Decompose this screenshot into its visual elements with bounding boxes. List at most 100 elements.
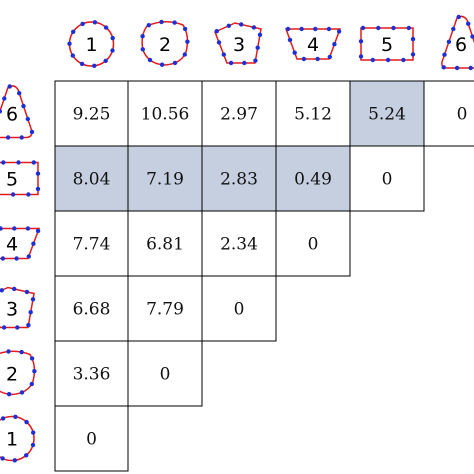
sample-point: [172, 60, 178, 66]
sample-point: [71, 29, 76, 34]
sample-point: [332, 42, 337, 47]
circle-shape-outline: [0, 415, 35, 462]
sample-point: [35, 228, 41, 234]
row-header-3: 3: [0, 286, 36, 330]
sample-point: [0, 109, 3, 114]
matrix-cell: 0: [127, 340, 203, 407]
matrix-cell: 0: [201, 275, 277, 342]
sample-point: [79, 61, 85, 67]
sample-point: [30, 442, 36, 448]
matrix-cell: 6.81: [127, 210, 203, 277]
cell-value: 5.12: [294, 105, 332, 125]
cell-background: [201, 275, 277, 342]
matrix-cell: 7.19: [127, 145, 203, 212]
cell-background: [201, 80, 277, 147]
sample-point: [6, 349, 11, 354]
sample-point: [14, 256, 19, 261]
cell-value: 6.68: [73, 300, 111, 320]
shape-label: 4: [6, 234, 18, 256]
sample-point: [103, 25, 109, 30]
sample-point: [360, 25, 366, 31]
column-header-5: 5: [358, 25, 416, 63]
highlighted-cell-background: [127, 145, 203, 212]
sample-point: [370, 57, 375, 63]
matrix-cell: 0: [423, 80, 474, 147]
sample-point: [15, 325, 20, 330]
shape-label: 2: [159, 34, 171, 56]
shape-label: 1: [85, 34, 97, 56]
cell-background: [275, 210, 351, 277]
sample-point: [159, 19, 164, 25]
sample-point: [31, 430, 36, 435]
cell-value: 2.34: [220, 235, 258, 255]
row-headers: 6 5 4 3 2 1: [0, 84, 41, 463]
sample-point: [29, 129, 35, 135]
column-header-3: 3: [214, 22, 263, 66]
trapezoid-shape-outline: [284, 28, 342, 60]
sample-point: [221, 52, 226, 57]
column-header-1: 1: [67, 20, 115, 68]
sample-point: [292, 50, 297, 55]
matrix-cell: 0.49: [275, 145, 351, 212]
sample-point: [31, 160, 36, 165]
sample-point: [24, 419, 29, 425]
matrix-cell: 9.25: [54, 80, 129, 147]
row-header-1: 1: [0, 414, 36, 463]
sample-point: [406, 25, 411, 31]
sample-point: [466, 21, 471, 26]
cell-value: 7.74: [73, 235, 111, 255]
sample-point: [147, 57, 153, 63]
sample-point: [172, 20, 177, 25]
sample-point: [299, 26, 304, 32]
column-header-4: 4: [284, 26, 342, 62]
sample-point: [336, 29, 342, 34]
cell-background: [127, 80, 203, 147]
sample-point: [24, 453, 29, 458]
sample-point: [80, 21, 85, 27]
sample-point: [70, 53, 75, 58]
shape-label: 6: [6, 104, 18, 126]
trapezoid-shape-outline: [0, 227, 41, 260]
sample-point: [21, 103, 26, 109]
sample-point: [454, 65, 460, 71]
sample-point: [92, 63, 97, 68]
column-header-6: 6: [441, 14, 474, 71]
cell-background: [275, 80, 351, 147]
row-header-4: 4: [0, 226, 41, 261]
sample-point: [326, 26, 332, 32]
sample-point: [6, 392, 12, 397]
sample-point: [385, 57, 391, 63]
sample-point: [13, 414, 18, 419]
sample-point: [17, 91, 22, 96]
sample-point: [285, 26, 291, 32]
cell-value: 8.04: [73, 170, 111, 190]
sample-point: [182, 26, 188, 32]
blob-shape-outline: [0, 350, 36, 396]
cell-value: 0: [160, 365, 171, 385]
shape-label: 3: [233, 34, 245, 56]
cell-value: 0: [457, 105, 468, 125]
cell-value: 7.19: [146, 170, 184, 190]
sample-point: [7, 84, 12, 89]
sample-point: [242, 60, 247, 66]
sample-point: [185, 39, 190, 44]
sample-point: [19, 135, 24, 140]
sample-point: [451, 26, 456, 32]
sample-point: [0, 256, 6, 261]
row-header-5: 5: [0, 160, 41, 197]
sample-point: [24, 289, 30, 295]
cell-background: [201, 210, 277, 277]
sample-point: [0, 288, 4, 293]
sample-point: [140, 47, 145, 52]
sample-point: [410, 36, 416, 42]
matrix-cell: 8.04: [54, 145, 129, 212]
cell-background: [127, 340, 203, 407]
sample-point: [228, 60, 234, 66]
sample-point: [251, 25, 257, 30]
cell-value: 10.56: [141, 105, 190, 125]
sample-point: [35, 171, 41, 176]
sample-point: [92, 20, 98, 25]
cell-value: 0: [86, 430, 97, 450]
matrix-cell: 3.36: [54, 340, 129, 407]
